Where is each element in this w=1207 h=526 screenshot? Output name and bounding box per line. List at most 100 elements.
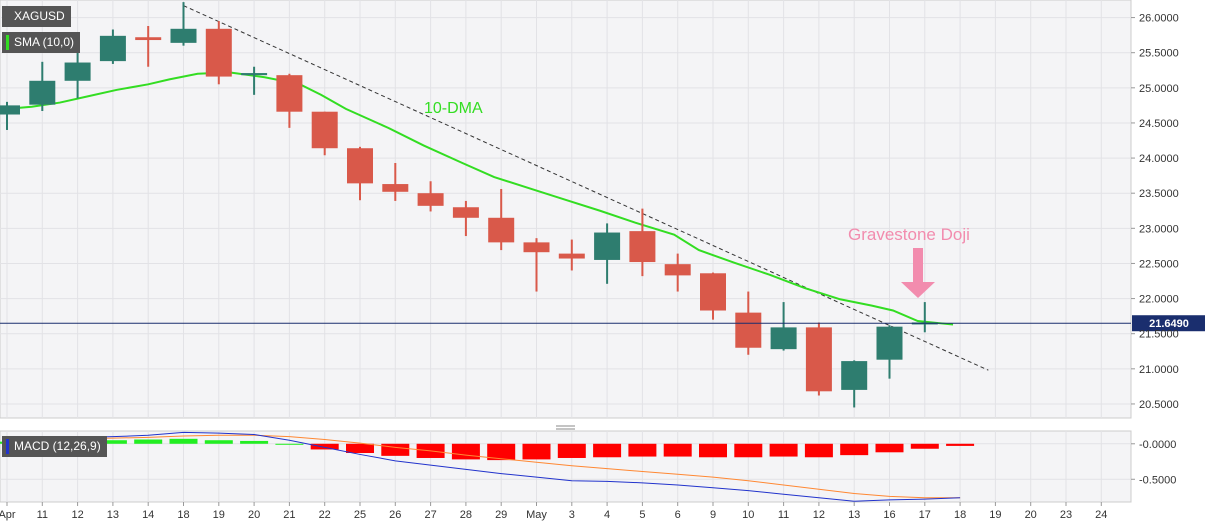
current-price-label: 21.6490 xyxy=(1149,318,1189,330)
candle xyxy=(29,61,56,111)
y-axis-price: 20.5000 21.0000 21.5000 22.0000 22.5000 23.00… xyxy=(1131,13,1179,411)
candle-body xyxy=(770,327,797,350)
macd-histogram-bar xyxy=(910,443,939,449)
candle xyxy=(382,162,409,201)
x-tick-label: 6 xyxy=(675,509,681,521)
x-tick-label: 19 xyxy=(989,509,1001,521)
current-price-box xyxy=(1132,315,1205,332)
candle xyxy=(629,208,656,277)
x-tick-label: 11 xyxy=(778,509,789,521)
macd-swatch-icon xyxy=(6,439,9,454)
y-tick-label: 22.5000 xyxy=(1139,258,1179,270)
candle-body xyxy=(135,37,162,41)
macd-histogram-bar xyxy=(204,440,233,444)
current-price-marker: 21.6490 xyxy=(0,315,1205,332)
candle-body xyxy=(382,184,409,192)
macd-histogram-bar xyxy=(769,443,798,457)
symbol-legend[interactable]: XAGUSD xyxy=(2,6,71,27)
macd-line xyxy=(7,431,961,502)
macd-histogram-bar xyxy=(134,439,163,444)
candle-body xyxy=(664,264,691,276)
candle xyxy=(488,188,515,251)
candle-body xyxy=(594,232,621,260)
candle xyxy=(700,272,726,320)
x-tick-label: 10 xyxy=(742,509,754,521)
candle xyxy=(347,146,373,201)
x-tick-label: 4 xyxy=(604,509,610,521)
x-tick-label: 21 xyxy=(283,509,295,521)
x-tick-label: 23 xyxy=(1060,509,1072,521)
x-tick-label: 17 xyxy=(919,509,931,521)
candle-body xyxy=(241,73,268,76)
macd-legend[interactable]: MACD (12,26,9) xyxy=(2,436,107,457)
candle-body xyxy=(558,253,585,259)
macd-histogram-bar xyxy=(593,443,622,458)
macd-y-tick-label: -0.0000 xyxy=(1139,439,1176,451)
x-tick-label: 25 xyxy=(354,509,366,521)
candle xyxy=(876,325,903,379)
candle-body xyxy=(841,361,868,390)
gravestone-doji-label: Gravestone Doji xyxy=(848,225,970,244)
x-tick-label: 18 xyxy=(177,509,189,521)
macd-histogram-bar xyxy=(275,443,304,445)
y-tick-label: 25.5000 xyxy=(1139,48,1179,60)
candle-body xyxy=(523,242,550,253)
candle xyxy=(241,66,268,95)
macd-histogram-bar xyxy=(310,443,339,450)
resistance-trendline xyxy=(183,5,989,371)
x-tick-label: 5 xyxy=(639,509,645,521)
macd-histogram-bar xyxy=(98,440,127,444)
candle xyxy=(841,360,868,408)
panel-resize-handle[interactable] xyxy=(556,425,575,430)
candle xyxy=(417,181,444,212)
candle-body xyxy=(735,312,762,348)
sma-10-line xyxy=(6,71,954,326)
macd-signal-line xyxy=(6,434,961,499)
candle xyxy=(664,253,691,292)
x-tick-label: May xyxy=(526,509,547,521)
y-tick-label: 23.5000 xyxy=(1139,188,1179,200)
price-panel-background xyxy=(0,0,1132,419)
sma-line xyxy=(6,71,954,326)
y-tick-label: 23.0000 xyxy=(1139,223,1179,235)
candle-body xyxy=(99,35,126,62)
x-tick-label: 28 xyxy=(460,509,472,521)
x-tick-label: 29 xyxy=(495,509,507,521)
candle xyxy=(311,111,338,156)
candle-body xyxy=(170,28,197,43)
candle xyxy=(735,291,762,355)
candle-body xyxy=(488,217,515,243)
candle-body xyxy=(876,326,903,360)
macd-histogram-bar xyxy=(381,443,410,456)
x-tick-label: 19 xyxy=(213,509,225,521)
x-tick-label: 18 xyxy=(954,509,966,521)
y-tick-label: 21.0000 xyxy=(1139,364,1179,376)
candle xyxy=(594,223,621,284)
x-tick-label: 9 xyxy=(710,509,716,521)
macd-histogram-bar xyxy=(169,438,198,444)
x-tick-label: 24 xyxy=(1095,509,1107,521)
macd-histogram-bar xyxy=(451,443,480,460)
y-tick-label: 20.5000 xyxy=(1139,399,1179,411)
sma-swatch-icon xyxy=(6,35,9,50)
macd-histogram-bar xyxy=(699,443,727,458)
macd-histogram-bar xyxy=(946,443,975,446)
candle-body xyxy=(417,193,444,206)
macd-panel: -0.0000 -0.5000 xyxy=(0,431,1176,502)
candle xyxy=(135,25,162,67)
sma-label: SMA (10,0) xyxy=(14,35,75,49)
y-tick-label: 22.0000 xyxy=(1139,294,1179,306)
candle-body xyxy=(347,148,373,184)
dma-label: 10-DMA xyxy=(424,100,483,117)
candle-body xyxy=(276,75,303,112)
candle xyxy=(523,238,550,292)
macd-histogram-bar xyxy=(628,443,657,457)
candle xyxy=(558,239,585,271)
candle-body xyxy=(700,273,726,311)
macd-histogram-bar xyxy=(840,443,869,456)
candlesticks xyxy=(0,2,938,408)
candle xyxy=(0,101,20,130)
sma-legend[interactable]: SMA (10,0) xyxy=(2,32,81,53)
x-tick-label: 22 xyxy=(319,509,331,521)
